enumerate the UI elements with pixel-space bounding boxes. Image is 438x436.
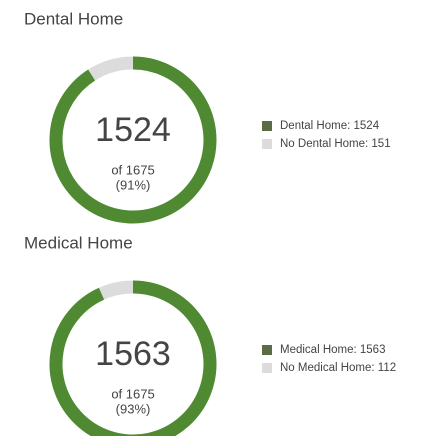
section-title: Medical Home — [24, 233, 133, 252]
legend-label: Medical Home: 1563 — [280, 344, 385, 356]
center-total: of 1675 — [111, 162, 154, 177]
center-total: of 1675 — [111, 386, 154, 401]
legend-swatch — [262, 121, 272, 131]
donut-segment — [49, 280, 217, 436]
legend-swatch — [262, 363, 272, 373]
center-value: 1563 — [95, 335, 171, 373]
legend-swatch — [262, 345, 272, 355]
donut-segment — [98, 280, 134, 300]
center-percent: (91%) — [116, 177, 151, 192]
donut-segment — [88, 56, 134, 81]
center-percent: (93%) — [116, 401, 151, 416]
legend-label: No Medical Home: 112 — [280, 362, 396, 374]
section-title: Dental Home — [24, 9, 123, 28]
donut-segment — [49, 56, 217, 224]
legend-label: No Dental Home: 151 — [280, 138, 391, 150]
legend-swatch — [262, 139, 272, 149]
legend-label: Dental Home: 1524 — [280, 120, 380, 132]
center-value: 1524 — [95, 111, 171, 149]
